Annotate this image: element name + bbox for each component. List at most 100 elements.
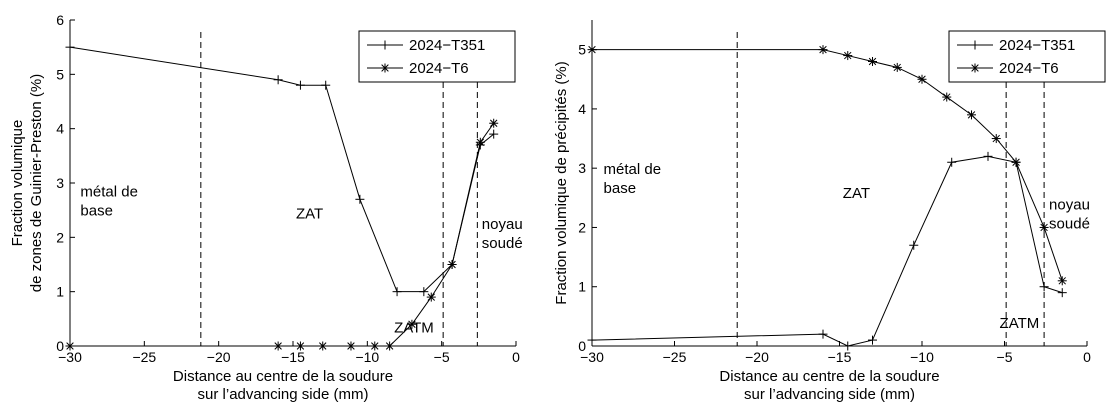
chart1-series-t6-point xyxy=(489,118,499,128)
chart2-legend: 2024−T351 2024−T6 xyxy=(948,30,1106,83)
chart2-series-t6-line xyxy=(592,49,1063,281)
chart1-legend-entry-t6-marker-stroke xyxy=(381,64,389,72)
chart1-series-t6-point-stroke xyxy=(476,138,485,146)
chart2-x-axis-title: sur l’advancing side (mm) xyxy=(744,386,915,403)
chart1-series-t6-point-stroke xyxy=(274,342,282,350)
chart1-y-tick-label: 5 xyxy=(56,66,64,82)
chart2-series-t6-point xyxy=(991,134,1001,144)
chart2-series-t351-point xyxy=(818,329,828,339)
chart2-region-label: ZATM xyxy=(1000,315,1040,332)
chart2-series-t6-point-stroke xyxy=(844,51,852,60)
chart2-x-tick-label: −30 xyxy=(580,349,604,365)
chart2-series-t351-point xyxy=(587,335,597,345)
chart2-series-t351-point xyxy=(909,240,919,250)
chart1-series-t351-point xyxy=(273,75,283,85)
chart2-series-t6-point xyxy=(892,62,902,72)
chart2-x-tick-label: −20 xyxy=(745,349,769,365)
chart1-series-t6-point xyxy=(273,341,283,351)
chart2-series-t6-point xyxy=(917,74,927,84)
chart2-x-tick-label: −10 xyxy=(910,349,934,365)
chart1-x-tick-label: −5 xyxy=(434,349,450,365)
chart2-series-t6-point xyxy=(1057,276,1067,286)
chart1-y-tick-label: 3 xyxy=(56,175,64,191)
chart2-legend-entry-t351-marker xyxy=(970,40,980,50)
chart2-series-t351-point xyxy=(983,151,993,161)
chart2-y-tick-label: 0 xyxy=(578,338,586,354)
chart1-series-t351-point xyxy=(355,194,365,204)
chart1-legend-entry-t6-marker xyxy=(380,63,390,73)
chart2-series-t6-point xyxy=(942,92,952,102)
chart2-series-t6-point-stroke xyxy=(819,45,827,54)
chart2-region-label: soudé xyxy=(1049,216,1090,233)
chart1-series-t351-point xyxy=(295,80,305,90)
chart1-series-t6-point xyxy=(447,260,457,269)
chart2-series-t351-point xyxy=(947,157,957,167)
chart1-y-tick-label: 1 xyxy=(56,284,64,300)
chart1-y-tick-label: 6 xyxy=(56,12,64,28)
chart1-region-label: noyau xyxy=(482,216,523,233)
chart2-region-label: noyau xyxy=(1049,197,1090,214)
chart2-y-tick-label: 2 xyxy=(578,219,586,235)
chart2-x-tick-label: −5 xyxy=(997,349,1013,365)
chart2-region-label: ZAT xyxy=(843,185,870,202)
chart2-series-t6-point xyxy=(868,56,877,66)
chart1-x-tick-label: 0 xyxy=(512,349,520,365)
chart1-series-t6-point-stroke xyxy=(489,119,498,127)
chart1-y-tick-label: 0 xyxy=(56,338,64,354)
chart1-series-t6-point-stroke xyxy=(296,342,305,350)
chart1-legend-entry-t6-label: 2024−T6 xyxy=(409,60,469,77)
chart2-y-axis-title: Fraction volumique de précipités (%) xyxy=(553,61,570,304)
chart2-legend-entry-t6-marker-stroke xyxy=(971,64,979,72)
chart1-series-t6-point xyxy=(318,341,328,351)
chart2-series-t6-point xyxy=(967,110,976,120)
chart2-series-t351-line xyxy=(591,155,1063,347)
chart1-series-t6 xyxy=(65,118,499,351)
chart2-x-tick-label: 0 xyxy=(1083,349,1091,365)
chart1-series-t6-point-stroke xyxy=(427,293,435,301)
chart1-y-tick-label: 2 xyxy=(56,229,64,245)
chart1-region-label: métal de xyxy=(80,184,138,201)
chart1-series-t6-point-stroke xyxy=(347,342,355,350)
chart2-legend-entry-t351-label: 2024−T351 xyxy=(999,37,1075,54)
chart2-region-label: métal de xyxy=(604,161,662,178)
chart2-series-t6-point-stroke xyxy=(943,93,951,101)
chart1-x-axis-title: sur l’advancing side (mm) xyxy=(198,386,369,403)
chart1-x-axis-title: Distance au centre de la soudure xyxy=(173,368,393,385)
chart1-x-tick-label: −15 xyxy=(281,349,305,365)
chart2-series-t6 xyxy=(587,45,1067,286)
chart2-series-t6-point-stroke xyxy=(588,45,596,54)
chart1-series-t6-point xyxy=(370,341,380,351)
chart2-series-t6-point xyxy=(1039,222,1049,232)
chart1-legend-entry-t351-marker xyxy=(380,40,390,50)
chart1-x-tick-label: −10 xyxy=(355,349,379,365)
chart1-legend: 2024−T351 2024−T6 xyxy=(358,30,516,83)
chart2-series-t351-point xyxy=(1057,288,1067,298)
chart2-y-tick-label: 3 xyxy=(578,160,586,176)
chart2: −30 −25 −20 −15 −10 −5 0 0 1 2 3 4 5 Distance au cent… xyxy=(553,20,1106,403)
chart2-series-t6-point-stroke xyxy=(967,111,976,119)
chart1-series-t6-point xyxy=(426,292,436,302)
chart1-series-t351-point xyxy=(419,287,429,297)
chart2-region-label: base xyxy=(604,180,637,197)
chart1-x-tick-label: −30 xyxy=(58,349,82,365)
chart1-series-t351-point xyxy=(321,80,331,90)
chart2-series-t6-point-stroke xyxy=(893,63,901,72)
chart1-series-t6-point-stroke xyxy=(371,342,379,350)
chart1: −30 −25 −20 −15 −10 −5 0 0 1 2 3 4 5 6 Distance au cen… xyxy=(9,12,523,403)
chart1-series-t6-point xyxy=(295,341,305,351)
chart2-legend-entry-t6-marker xyxy=(970,63,980,73)
chart1-series-t6-point xyxy=(407,319,417,329)
chart2-series-t6-point-stroke xyxy=(1058,277,1066,285)
chart1-series-t6-point xyxy=(385,341,395,351)
chart1-series-t6-point-stroke xyxy=(319,342,327,350)
chart2-series-t6-point xyxy=(843,51,853,61)
chart1-y-axis-title: de zones de Guinier-Preston (%) xyxy=(28,74,45,292)
chart1-region-label: soudé xyxy=(482,235,523,252)
chart2-series-t351-point xyxy=(1039,282,1049,292)
chart2-y-tick-label: 5 xyxy=(578,42,586,58)
chart1-x-tick-label: −20 xyxy=(207,349,231,365)
chart1-x-tick-label: −25 xyxy=(132,349,156,365)
chart1-y-tick-label: 4 xyxy=(56,121,64,137)
